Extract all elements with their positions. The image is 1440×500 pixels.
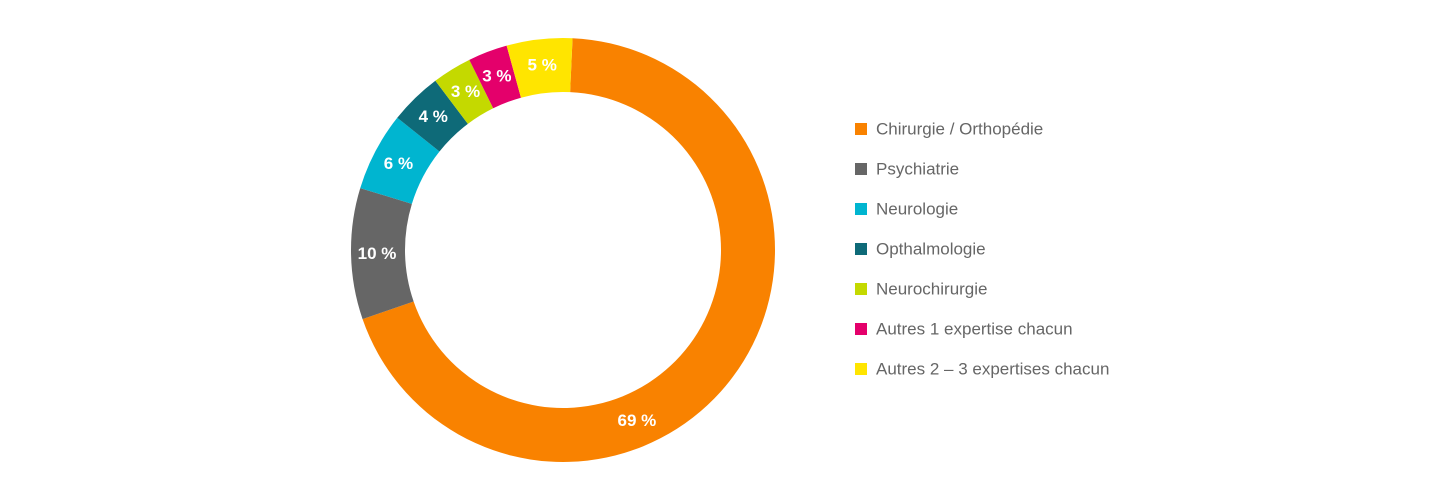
legend-label: Autres 1 expertise chacun [876,319,1073,338]
legend-swatch [855,163,867,175]
value-label: 6 % [384,154,413,173]
donut-slice [506,37,573,98]
value-label: 10 % [358,244,397,263]
value-label: 5 % [528,56,557,75]
legend-swatch [855,363,867,375]
legend-swatch [855,203,867,215]
legend-swatch [855,243,867,255]
donut-slice [397,80,468,152]
legend-label: Opthalmologie [876,239,986,258]
legend-label: Autres 2 – 3 expertises chacun [876,359,1109,378]
legend-label: Neurologie [876,199,958,218]
legend-label: Neurochirurgie [876,279,988,298]
legend-label: Psychiatrie [876,159,959,178]
legend-swatch [855,323,867,335]
legend-swatch [855,123,867,135]
value-label: 69 % [618,411,657,430]
donut-slice [435,59,494,124]
value-label: 4 % [419,107,448,126]
donut-slice [351,188,414,320]
legend-swatch [855,283,867,295]
donut-slice [469,45,521,109]
value-label: 3 % [482,67,511,86]
donut-slice [360,117,440,204]
value-label: 3 % [451,82,480,101]
legend-label: Chirurgie / Orthopédie [876,119,1043,138]
